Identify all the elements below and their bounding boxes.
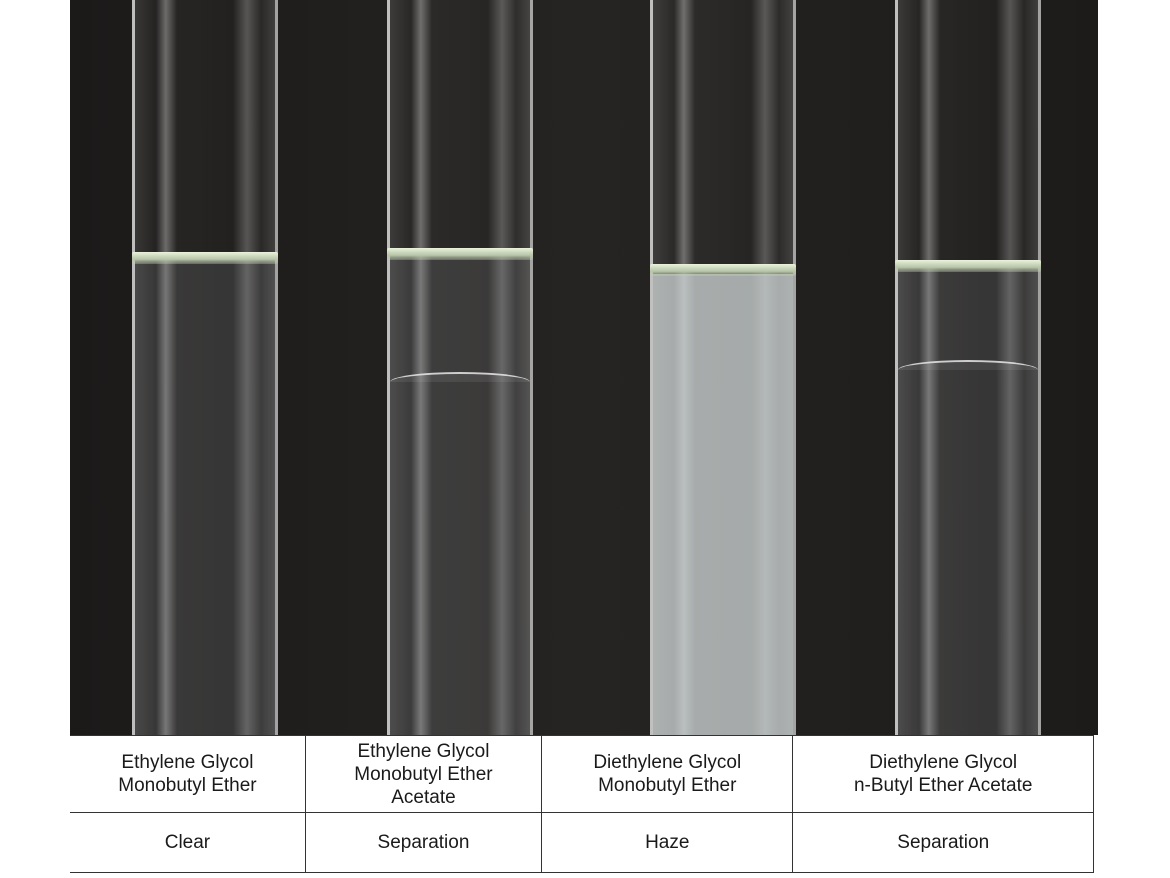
test-tube-4 (895, 0, 1041, 735)
name-line: n-Butyl Ether Acetate (853, 775, 1033, 796)
name-line: Ethylene Glycol (121, 752, 254, 773)
phase-interface (390, 372, 530, 382)
name-line: Monobutyl Ether (354, 763, 493, 785)
liquid-separated (898, 270, 1038, 735)
name-line: Acetate (391, 786, 456, 808)
solvent-name-cell: Ethylene Glycol Monobutyl Ether (70, 735, 306, 813)
test-tube-3 (650, 0, 796, 735)
result-cell: Separation (304, 812, 543, 873)
meniscus (387, 248, 533, 260)
test-tubes-photo (70, 0, 1098, 735)
name-line: Monobutyl Ether (598, 775, 737, 796)
result-cell: Separation (792, 812, 1094, 873)
meniscus (895, 260, 1041, 272)
result-row: Clear Separation Haze Separation (70, 812, 1094, 873)
name-line: Diethylene Glycol (869, 752, 1018, 773)
solvent-name-cell: Diethylene Glycol Monobutyl Ether (541, 735, 794, 813)
name-line: Ethylene Glycol (357, 740, 490, 762)
solvent-name-cell: Diethylene Glycol n-Butyl Ether Acetate (792, 735, 1094, 813)
result-cell: Clear (70, 812, 306, 873)
test-tube-2 (387, 0, 533, 735)
meniscus (132, 252, 278, 264)
solvent-name-row: Ethylene Glycol Monobutyl Ether Ethylene … (70, 735, 1094, 813)
name-line: Monobutyl Ether (118, 775, 257, 796)
liquid-separated (390, 258, 530, 735)
phase-interface (898, 360, 1038, 370)
test-tube-1 (132, 0, 278, 735)
meniscus (650, 264, 796, 276)
liquid-clear (135, 262, 275, 735)
liquid-hazy (653, 274, 793, 735)
result-cell: Haze (541, 812, 794, 873)
name-line: Diethylene Glycol (593, 752, 742, 773)
solvent-name-cell: Ethylene Glycol Monobutyl Ether Acetate (304, 735, 543, 813)
results-table: Ethylene Glycol Monobutyl Ether Ethylene … (70, 735, 1094, 873)
